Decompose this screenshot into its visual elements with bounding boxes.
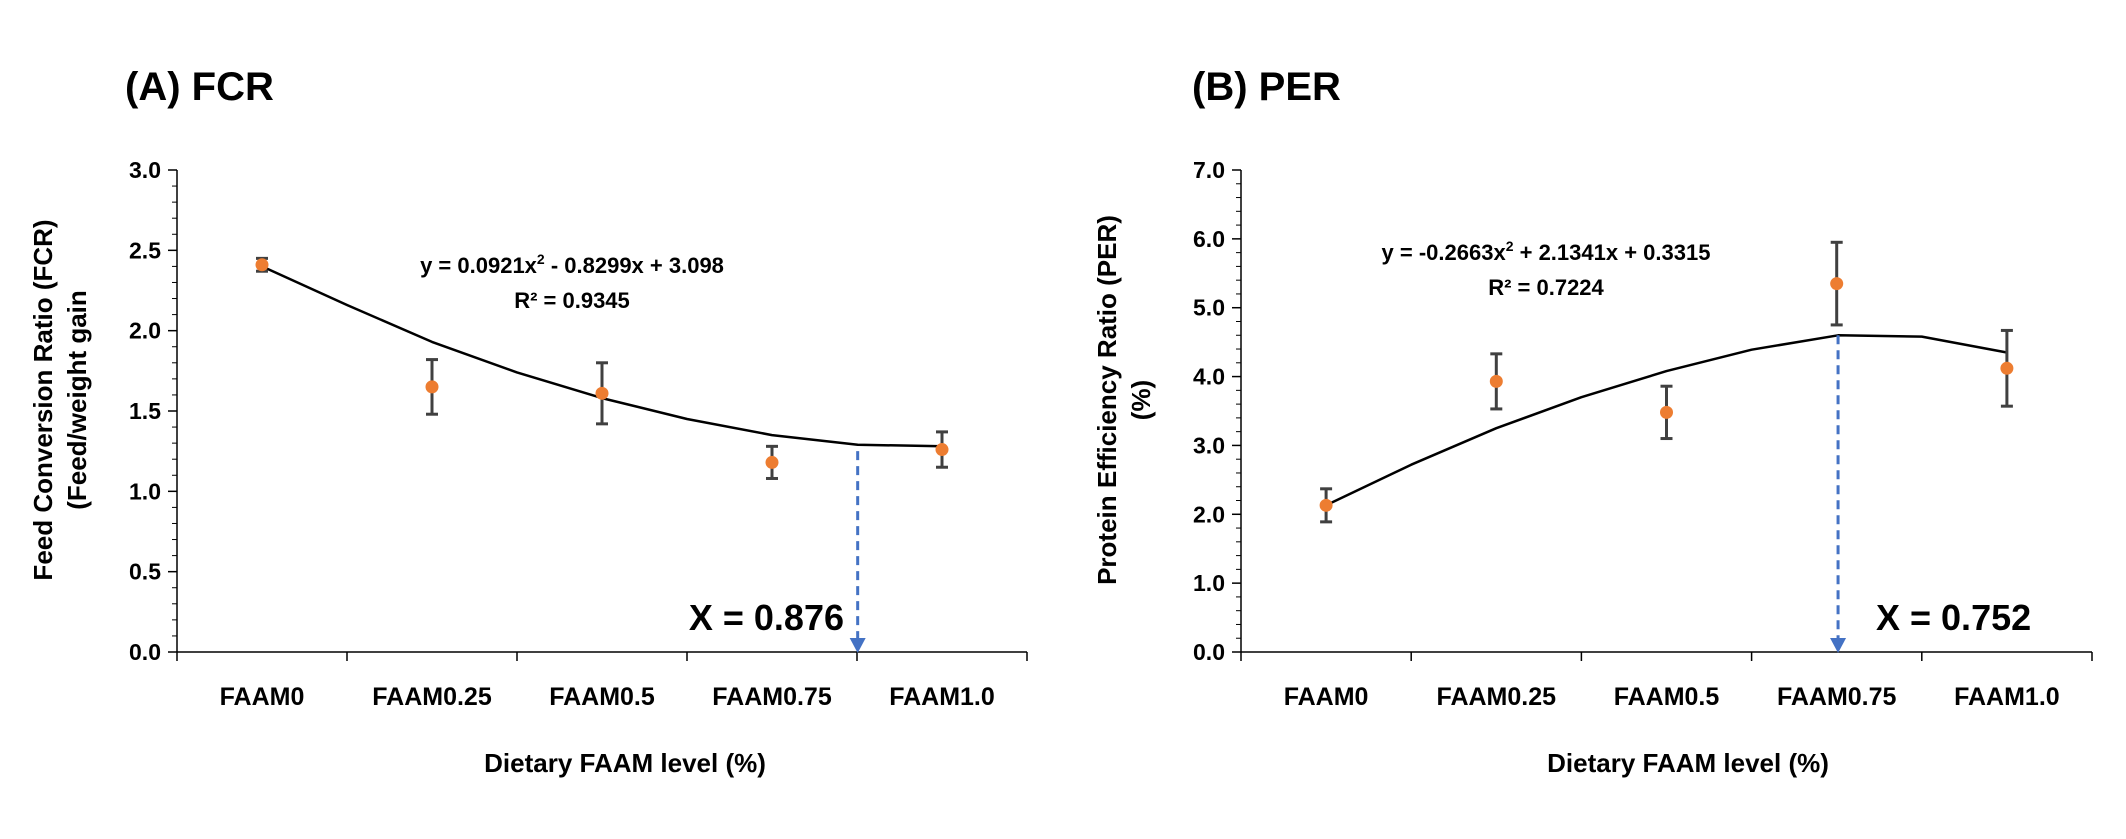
optimum-arrowhead-icon xyxy=(1830,638,1847,653)
y-tick-label: 7.0 xyxy=(1193,157,1225,183)
y-tick-label: 1.0 xyxy=(129,478,161,504)
y-tick-label: 3.0 xyxy=(129,157,161,183)
y-axis-label-line1: Feed Conversion Ratio (FCR) xyxy=(28,219,58,580)
fit-equation: y = 0.0921x2 - 0.8299x + 3.098 xyxy=(420,251,724,278)
y-tick-label: 2.0 xyxy=(129,318,161,344)
r-squared: R² = 0.7224 xyxy=(1488,275,1604,300)
optimum-label: X = 0.876 xyxy=(689,597,844,638)
y-axis-label-group: Feed Conversion Ratio (FCR) (Feed/weight… xyxy=(28,219,92,580)
y-axis-label-line2: (%) xyxy=(1126,380,1156,420)
data-point xyxy=(935,443,949,457)
y-axis-label-line1: Protein Efficiency Ratio (PER) xyxy=(1092,215,1122,585)
data-point xyxy=(255,258,269,272)
y-axis-label-line2: (Feed/weight gain xyxy=(62,290,92,510)
y-tick-label: 2.5 xyxy=(129,237,161,263)
x-tick-label: FAAM0.75 xyxy=(712,683,832,711)
x-axis-label: Dietary FAAM level (%) xyxy=(484,748,766,778)
x-tick-label: FAAM0.25 xyxy=(372,683,492,711)
y-tick-label: 1.0 xyxy=(1193,570,1225,596)
y-tick-label: 0.0 xyxy=(129,639,161,665)
data-point xyxy=(595,386,609,400)
fit-curve xyxy=(1325,334,2008,507)
panel-title: (A) FCR xyxy=(125,65,274,109)
y-tick-label: 3.0 xyxy=(1193,432,1225,458)
x-tick-label: FAAM0 xyxy=(220,683,305,711)
x-tick-label: FAAM0.5 xyxy=(1614,683,1720,711)
fit-equation: y = -0.2663x2 + 2.1341x + 0.3315 xyxy=(1382,238,1711,265)
data-point xyxy=(1660,405,1673,419)
y-tick-label: 0.0 xyxy=(1193,639,1225,665)
r-squared: R² = 0.9345 xyxy=(514,288,630,313)
panel-title: (B) PER xyxy=(1192,65,1341,109)
x-tick-label: FAAM0.75 xyxy=(1777,683,1897,711)
data-point xyxy=(2000,361,2014,375)
x-tick-label: FAAM0.5 xyxy=(549,683,655,711)
y-axis-label-group: Protein Efficiency Ratio (PER) (%) xyxy=(1092,215,1156,585)
data-point xyxy=(1319,498,1333,512)
y-tick-label: 2.0 xyxy=(1193,501,1225,527)
x-tick-label: FAAM0.25 xyxy=(1437,683,1557,711)
y-tick-label: 5.0 xyxy=(1193,295,1225,321)
data-point xyxy=(765,455,779,469)
x-tick-label: FAAM1.0 xyxy=(889,683,995,711)
data-point xyxy=(425,380,439,394)
optimum-arrowhead-icon xyxy=(849,638,866,653)
data-point xyxy=(1830,277,1844,291)
y-tick-label: 6.0 xyxy=(1193,226,1225,252)
panel-fcr: (A) FCR Dietary FAAM level (%) Feed Conv… xyxy=(28,65,1028,778)
x-tick-label: FAAM0 xyxy=(1284,683,1369,711)
y-tick-label: 1.5 xyxy=(129,398,161,424)
panel-per: (B) PER Dietary FAAM level (%) Protein E… xyxy=(1092,65,2093,778)
x-axis-label: Dietary FAAM level (%) xyxy=(1547,748,1829,778)
x-tick-label: FAAM1.0 xyxy=(1954,683,2060,711)
data-point xyxy=(1489,374,1503,388)
y-tick-label: 0.5 xyxy=(129,559,161,585)
optimum-label: X = 0.752 xyxy=(1876,597,2031,638)
y-tick-label: 4.0 xyxy=(1193,364,1225,390)
